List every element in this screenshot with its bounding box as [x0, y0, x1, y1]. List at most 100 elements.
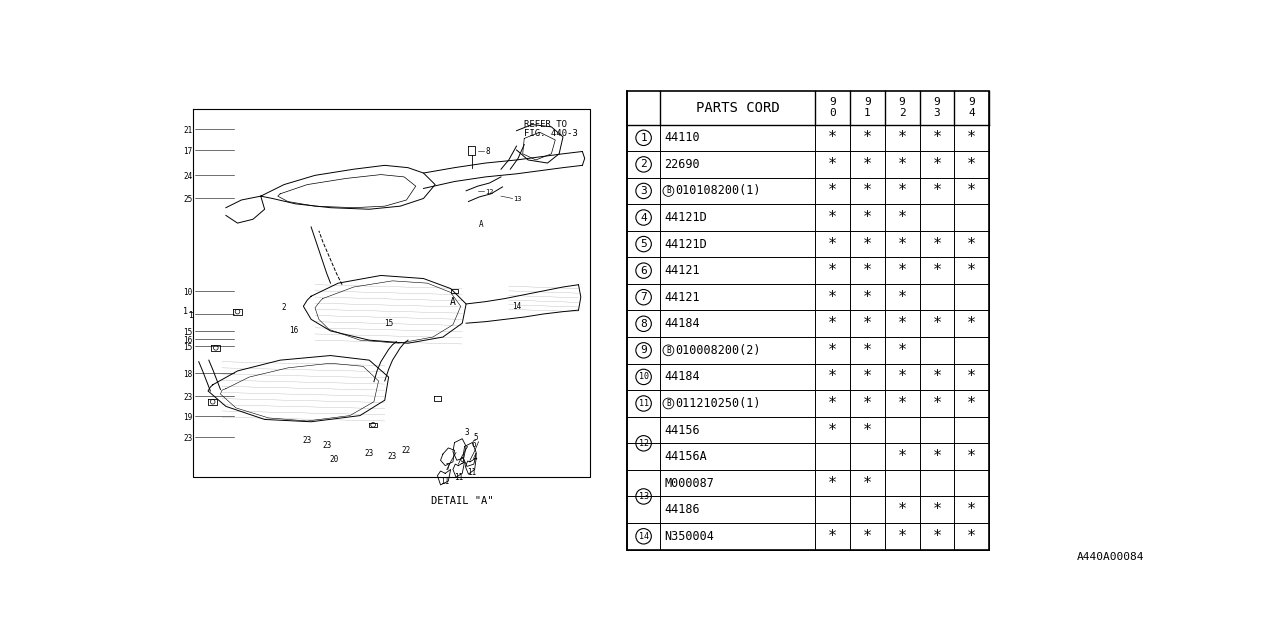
Text: *: *	[932, 131, 942, 145]
Text: *: *	[828, 210, 837, 225]
Text: *: *	[863, 237, 872, 252]
Text: *: *	[863, 369, 872, 385]
Text: 3: 3	[465, 428, 470, 437]
Text: *: *	[828, 369, 837, 385]
Text: 21: 21	[183, 126, 192, 135]
Text: A: A	[451, 296, 456, 307]
Text: 19: 19	[183, 413, 192, 422]
Text: *: *	[968, 529, 977, 544]
Text: 3: 3	[640, 186, 646, 196]
Text: 44156: 44156	[664, 424, 700, 436]
Text: *: *	[828, 396, 837, 411]
Text: *: *	[932, 396, 942, 411]
Text: 9
2: 9 2	[899, 97, 905, 118]
Text: 15: 15	[183, 343, 192, 353]
Text: *: *	[828, 476, 837, 491]
Text: 25: 25	[183, 195, 192, 205]
Text: *: *	[828, 290, 837, 305]
Text: *: *	[863, 316, 872, 332]
Text: FIG. 440-3: FIG. 440-3	[525, 129, 579, 138]
Text: M000087: M000087	[664, 477, 714, 490]
Text: 9
0: 9 0	[829, 97, 836, 118]
Text: 9: 9	[640, 346, 646, 355]
Text: *: *	[897, 131, 906, 145]
Text: REFER TO: REFER TO	[525, 120, 567, 129]
Text: 44184: 44184	[664, 317, 700, 330]
Text: 24: 24	[183, 172, 192, 181]
Text: 9
1: 9 1	[864, 97, 870, 118]
Text: 16: 16	[183, 335, 192, 344]
Text: 17: 17	[183, 147, 192, 156]
Text: 44156A: 44156A	[664, 450, 708, 463]
Text: 18: 18	[183, 371, 192, 380]
Text: A: A	[479, 220, 484, 229]
Text: 44186: 44186	[664, 503, 700, 516]
Text: 10: 10	[639, 372, 649, 381]
Text: *: *	[897, 343, 906, 358]
Text: 11: 11	[467, 468, 476, 477]
Text: *: *	[968, 237, 977, 252]
Text: *: *	[968, 263, 977, 278]
Text: 23: 23	[183, 434, 192, 443]
Text: 10: 10	[183, 288, 192, 297]
Text: 23: 23	[365, 449, 374, 458]
Text: 011210250(1): 011210250(1)	[676, 397, 760, 410]
Text: 13: 13	[639, 492, 649, 501]
Text: *: *	[828, 263, 837, 278]
Text: *: *	[932, 184, 942, 198]
Text: 5: 5	[474, 433, 479, 442]
Text: 11: 11	[639, 399, 649, 408]
Text: *: *	[863, 422, 872, 438]
Text: 23: 23	[302, 436, 312, 445]
Text: PARTS CORD: PARTS CORD	[695, 100, 780, 115]
Text: *: *	[932, 263, 942, 278]
Text: *: *	[828, 157, 837, 172]
Text: B: B	[666, 399, 671, 408]
Text: *: *	[828, 184, 837, 198]
Text: 1: 1	[188, 311, 192, 320]
Text: 44121D: 44121D	[664, 237, 708, 251]
Text: 12: 12	[639, 439, 649, 448]
Text: *: *	[828, 343, 837, 358]
Text: 13: 13	[513, 196, 522, 202]
Text: 1: 1	[640, 133, 646, 143]
Text: *: *	[897, 210, 906, 225]
Text: *: *	[968, 184, 977, 198]
Text: B: B	[666, 346, 671, 355]
Text: 2: 2	[282, 303, 287, 312]
Text: *: *	[968, 369, 977, 385]
Text: *: *	[897, 369, 906, 385]
Text: *: *	[863, 396, 872, 411]
Text: 14: 14	[639, 532, 649, 541]
Text: 1: 1	[183, 307, 188, 316]
Text: *: *	[932, 316, 942, 332]
Text: *: *	[897, 263, 906, 278]
Text: 7: 7	[445, 463, 451, 472]
Text: *: *	[968, 396, 977, 411]
Text: *: *	[932, 449, 942, 464]
Text: 7: 7	[640, 292, 646, 302]
Text: *: *	[932, 369, 942, 385]
Text: *: *	[863, 263, 872, 278]
Text: *: *	[897, 502, 906, 517]
Text: *: *	[897, 316, 906, 332]
Text: 22690: 22690	[664, 158, 700, 171]
Text: 44110: 44110	[664, 131, 700, 145]
Text: *: *	[828, 316, 837, 332]
Text: B: B	[666, 186, 671, 195]
Text: 44121D: 44121D	[664, 211, 708, 224]
Text: 4: 4	[472, 454, 477, 463]
Text: *: *	[863, 210, 872, 225]
Bar	[627, 91, 989, 550]
Text: 9
3: 9 3	[933, 97, 941, 118]
Text: 12: 12	[485, 189, 494, 195]
Text: *: *	[897, 290, 906, 305]
Text: 11: 11	[453, 473, 463, 482]
Text: DETAIL "A": DETAIL "A"	[431, 497, 494, 506]
Text: 5: 5	[640, 239, 646, 249]
Text: 11: 11	[440, 477, 449, 486]
Text: *: *	[863, 343, 872, 358]
Text: 23: 23	[183, 394, 192, 403]
Text: 16: 16	[289, 326, 298, 335]
Text: *: *	[863, 157, 872, 172]
